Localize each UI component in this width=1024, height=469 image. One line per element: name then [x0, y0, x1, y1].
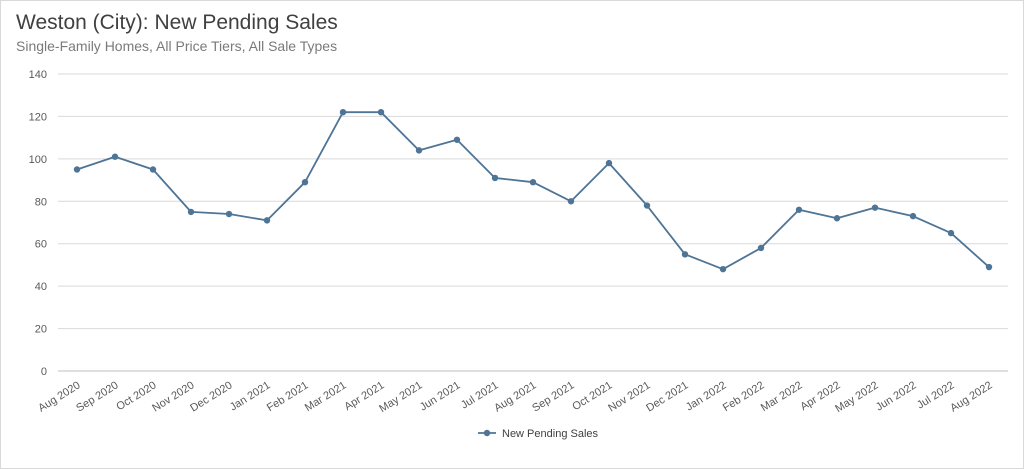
x-tick-label: Dec 2021 — [644, 379, 690, 414]
x-tick-label: Aug 2020 — [36, 379, 82, 414]
chart-subtitle: Single-Family Homes, All Price Tiers, Al… — [16, 38, 338, 54]
data-point[interactable] — [985, 263, 993, 271]
data-point[interactable] — [909, 212, 917, 220]
y-axis-ticks: 0 20 40 60 80 100 120 140 — [29, 69, 47, 378]
series-line-0 — [76, 111, 990, 271]
y-tick-label: 60 — [35, 239, 47, 251]
x-tick-label: Jan 2021 — [228, 379, 273, 413]
y-tick-label: 80 — [35, 196, 47, 208]
x-tick-label: Nov 2021 — [606, 379, 652, 414]
legend[interactable]: New Pending Sales — [478, 428, 599, 440]
x-tick-label: Sep 2020 — [74, 379, 120, 414]
data-point[interactable] — [339, 108, 347, 116]
gridlines — [58, 73, 1008, 372]
legend-label: New Pending Sales — [502, 428, 599, 440]
data-point[interactable] — [719, 265, 727, 273]
x-tick-label: Mar 2021 — [303, 379, 349, 414]
data-point[interactable] — [73, 166, 81, 173]
y-tick-label: 140 — [29, 69, 47, 81]
x-tick-label: Aug 2022 — [948, 379, 994, 414]
series-layer — [73, 108, 993, 273]
x-tick-label: Sep 2021 — [530, 379, 576, 414]
x-tick-label: Feb 2021 — [265, 379, 311, 414]
x-tick-label: May 2021 — [377, 379, 424, 415]
data-point[interactable] — [871, 204, 879, 211]
chart-title: Weston (City): New Pending Sales — [16, 11, 338, 34]
data-point[interactable] — [187, 208, 195, 216]
data-point[interactable] — [947, 229, 955, 237]
data-point[interactable] — [643, 202, 651, 209]
data-point[interactable] — [453, 136, 461, 143]
data-point[interactable] — [491, 174, 499, 182]
data-point[interactable] — [149, 166, 157, 173]
data-point[interactable] — [833, 215, 841, 222]
x-tick-label: Aug 2021 — [492, 379, 538, 414]
data-point[interactable] — [605, 159, 613, 167]
data-point[interactable] — [301, 178, 309, 186]
y-tick-label: 20 — [35, 324, 47, 336]
data-point[interactable] — [415, 147, 423, 154]
y-tick-label: 120 — [29, 111, 47, 123]
y-tick-label: 40 — [35, 281, 47, 293]
data-point[interactable] — [567, 198, 575, 205]
data-point[interactable] — [795, 206, 803, 213]
x-tick-label: Jun 2021 — [418, 379, 463, 413]
x-tick-label: Feb 2022 — [721, 379, 767, 414]
x-tick-label: Jun 2022 — [874, 379, 919, 413]
x-tick-label: May 2022 — [833, 379, 880, 415]
data-point[interactable] — [111, 153, 119, 160]
data-point[interactable] — [529, 178, 537, 186]
x-tick-label: Nov 2020 — [150, 379, 196, 414]
x-tick-label: Jan 2022 — [684, 379, 729, 413]
legend-dot-marker — [483, 429, 491, 437]
x-tick-label: Dec 2020 — [188, 379, 234, 414]
data-point[interactable] — [263, 217, 271, 224]
data-point[interactable] — [681, 251, 689, 258]
data-point[interactable] — [225, 210, 233, 218]
x-tick-label: Mar 2022 — [759, 379, 805, 414]
data-point[interactable] — [377, 108, 385, 116]
y-tick-label: 0 — [41, 366, 47, 378]
data-point[interactable] — [757, 244, 765, 252]
y-tick-label: 100 — [29, 154, 47, 166]
